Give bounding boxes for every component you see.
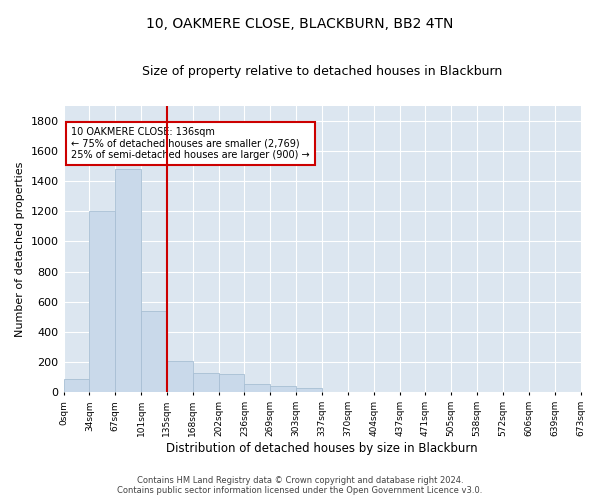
X-axis label: Distribution of detached houses by size in Blackburn: Distribution of detached houses by size … — [166, 442, 478, 455]
Text: 10 OAKMERE CLOSE: 136sqm
← 75% of detached houses are smaller (2,769)
25% of sem: 10 OAKMERE CLOSE: 136sqm ← 75% of detach… — [71, 126, 310, 160]
Bar — [167, 360, 193, 392]
Bar — [64, 379, 89, 392]
Bar — [115, 169, 141, 392]
Bar — [218, 374, 244, 392]
Title: Size of property relative to detached houses in Blackburn: Size of property relative to detached ho… — [142, 65, 502, 78]
Bar — [244, 384, 271, 392]
Y-axis label: Number of detached properties: Number of detached properties — [15, 162, 25, 336]
Bar — [141, 311, 167, 392]
Bar — [193, 373, 218, 392]
Text: Contains HM Land Registry data © Crown copyright and database right 2024.
Contai: Contains HM Land Registry data © Crown c… — [118, 476, 482, 495]
Bar — [89, 211, 115, 392]
Text: 10, OAKMERE CLOSE, BLACKBURN, BB2 4TN: 10, OAKMERE CLOSE, BLACKBURN, BB2 4TN — [146, 18, 454, 32]
Bar — [271, 386, 296, 392]
Bar — [296, 388, 322, 392]
